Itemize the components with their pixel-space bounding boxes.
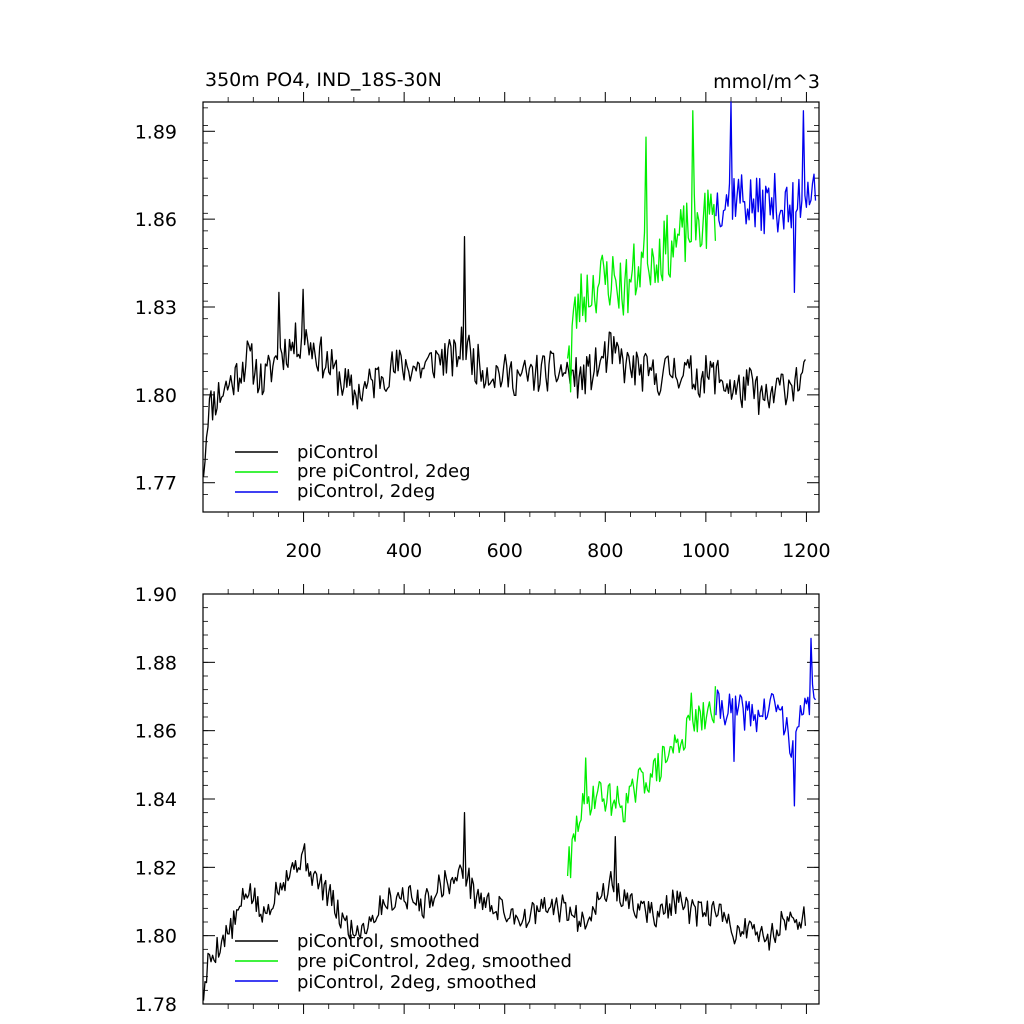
y-tick-label: 1.89 (135, 121, 177, 143)
series-line-picontrol-smoothed (202, 812, 807, 1001)
top-plot-frame (202, 101, 820, 513)
top-panel-title: 350m PO4, IND_18S-30N (205, 69, 442, 91)
bottom-plot-frame (202, 593, 820, 1005)
series-line-pre-picontrol-2deg (566, 110, 717, 393)
x-tick-label: 200 (285, 540, 321, 562)
top-legend: piControl pre piControl, 2deg piControl,… (235, 442, 471, 502)
legend-label-picontrol-smoothed: piControl, smoothed (297, 931, 480, 952)
legend-label-picontrol-2deg: piControl, 2deg (297, 481, 435, 502)
x-tick-label: 400 (386, 540, 422, 562)
legend-label-picontrol: piControl (297, 442, 379, 463)
x-tick-label: 800 (587, 540, 623, 562)
y-tick-label: 1.82 (135, 857, 177, 879)
series-line-picontrol-2deg-smoothed (715, 637, 817, 807)
y-tick-label: 1.90 (135, 584, 177, 606)
bottom-legend: piControl, smoothed pre piControl, 2deg,… (235, 931, 572, 993)
top-series (202, 101, 817, 477)
y-tick-label: 1.80 (135, 385, 177, 407)
y-tick-label: 1.86 (135, 209, 177, 231)
x-tick-label: 600 (487, 540, 523, 562)
y-tick-label: 1.77 (135, 473, 177, 495)
x-tick-label: 1000 (682, 540, 730, 562)
x-tick-label: 1200 (782, 540, 830, 562)
y-tick-label: 1.80 (135, 926, 177, 948)
y-tick-label: 1.78 (135, 994, 177, 1016)
legend-label-pre-picontrol-2deg: pre piControl, 2deg (297, 461, 471, 482)
y-tick-label: 1.88 (135, 652, 177, 674)
bottom-ticks: 1.78 1.80 1.82 1.84 1.86 1.88 1.90 (135, 584, 819, 1016)
series-line-pre-picontrol-2deg-smoothed (566, 686, 717, 879)
bottom-panel: 1.78 1.80 1.82 1.84 1.86 1.88 1.90 piControl, … (135, 584, 820, 1016)
bottom-series (202, 637, 817, 1001)
top-ticks: 1.77 1.80 1.83 1.86 1.89 200 400 600 800 1000 1200 (135, 92, 831, 562)
y-tick-label: 1.84 (135, 789, 177, 811)
legend-label-pre-picontrol-2deg-smoothed: pre piControl, 2deg, smoothed (297, 951, 572, 972)
top-panel-units: mmol/m^3 (713, 71, 820, 93)
legend-label-picontrol-2deg-smoothed: piControl, 2deg, smoothed (297, 972, 537, 993)
series-line-picontrol-2deg (715, 101, 817, 294)
y-tick-label: 1.83 (135, 297, 177, 319)
series-line-picontrol (202, 236, 806, 477)
top-panel: 350m PO4, IND_18S-30N mmol/m^3 1.771.801… (135, 69, 831, 562)
y-tick-label: 1.86 (135, 721, 177, 743)
